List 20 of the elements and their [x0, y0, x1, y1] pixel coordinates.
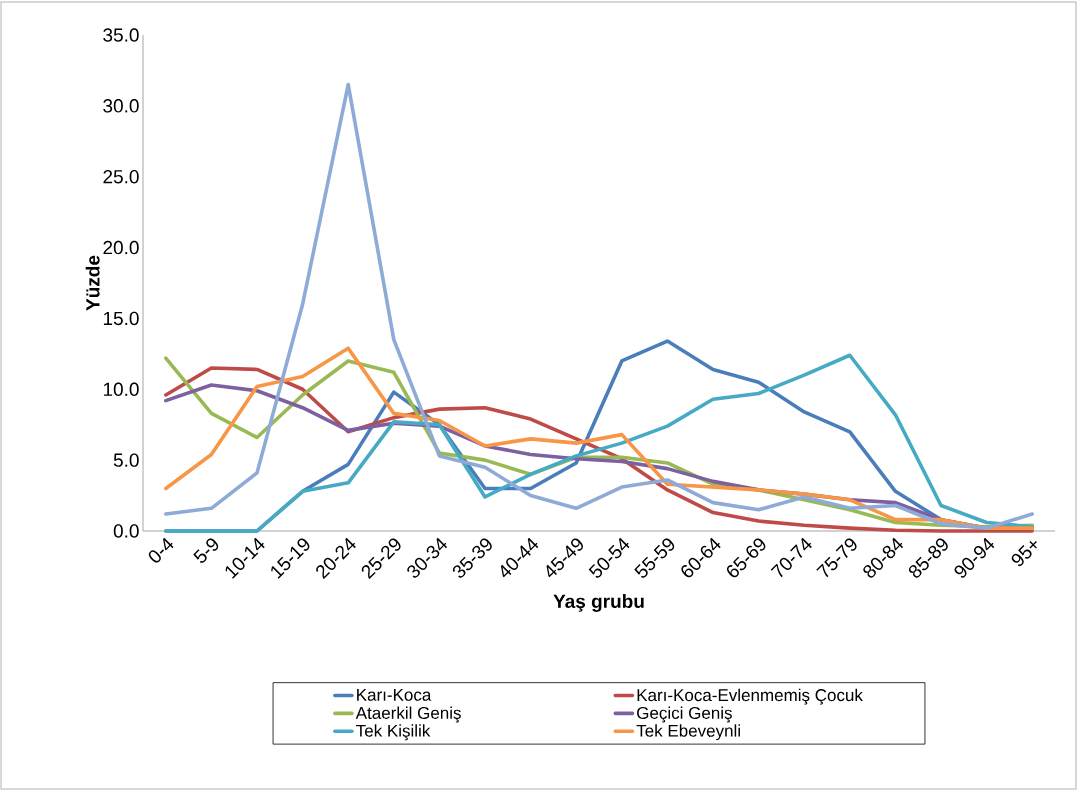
- x-tick-label: 95+: [1011, 541, 1037, 567]
- line-series: [164, 82, 1034, 530]
- y-tick-label: 15.0: [103, 311, 139, 326]
- x-tick-label: 0-4: [148, 537, 174, 563]
- y-tick-label: 25.0: [103, 169, 139, 184]
- y-tick-label: 5.0: [113, 453, 139, 467]
- y-tick-label: 10.0: [103, 382, 139, 396]
- y-tick-label: 20.0: [103, 240, 139, 255]
- legend-label: Ataerkil Geniş: [355, 706, 461, 723]
- legend-label: Tek Kişilik: [356, 724, 431, 741]
- x-axis-title: Yaş grubu: [553, 594, 644, 612]
- legend-label: Geçici Geniş: [637, 706, 732, 723]
- legend-label: Karı-Koca-Evlenmemiş Çocuk: [637, 688, 863, 705]
- legend-label: Karı-Koca: [357, 688, 432, 701]
- y-axis-title: Yüzde: [85, 255, 100, 311]
- legend-label: Tek Ebeveynli: [636, 724, 740, 741]
- y-tick-label: 30.0: [103, 99, 139, 113]
- y-tick-label: 35.0: [103, 28, 139, 42]
- y-tick-label: 0.0: [113, 524, 139, 538]
- x-tick-label: 5-9: [193, 538, 219, 563]
